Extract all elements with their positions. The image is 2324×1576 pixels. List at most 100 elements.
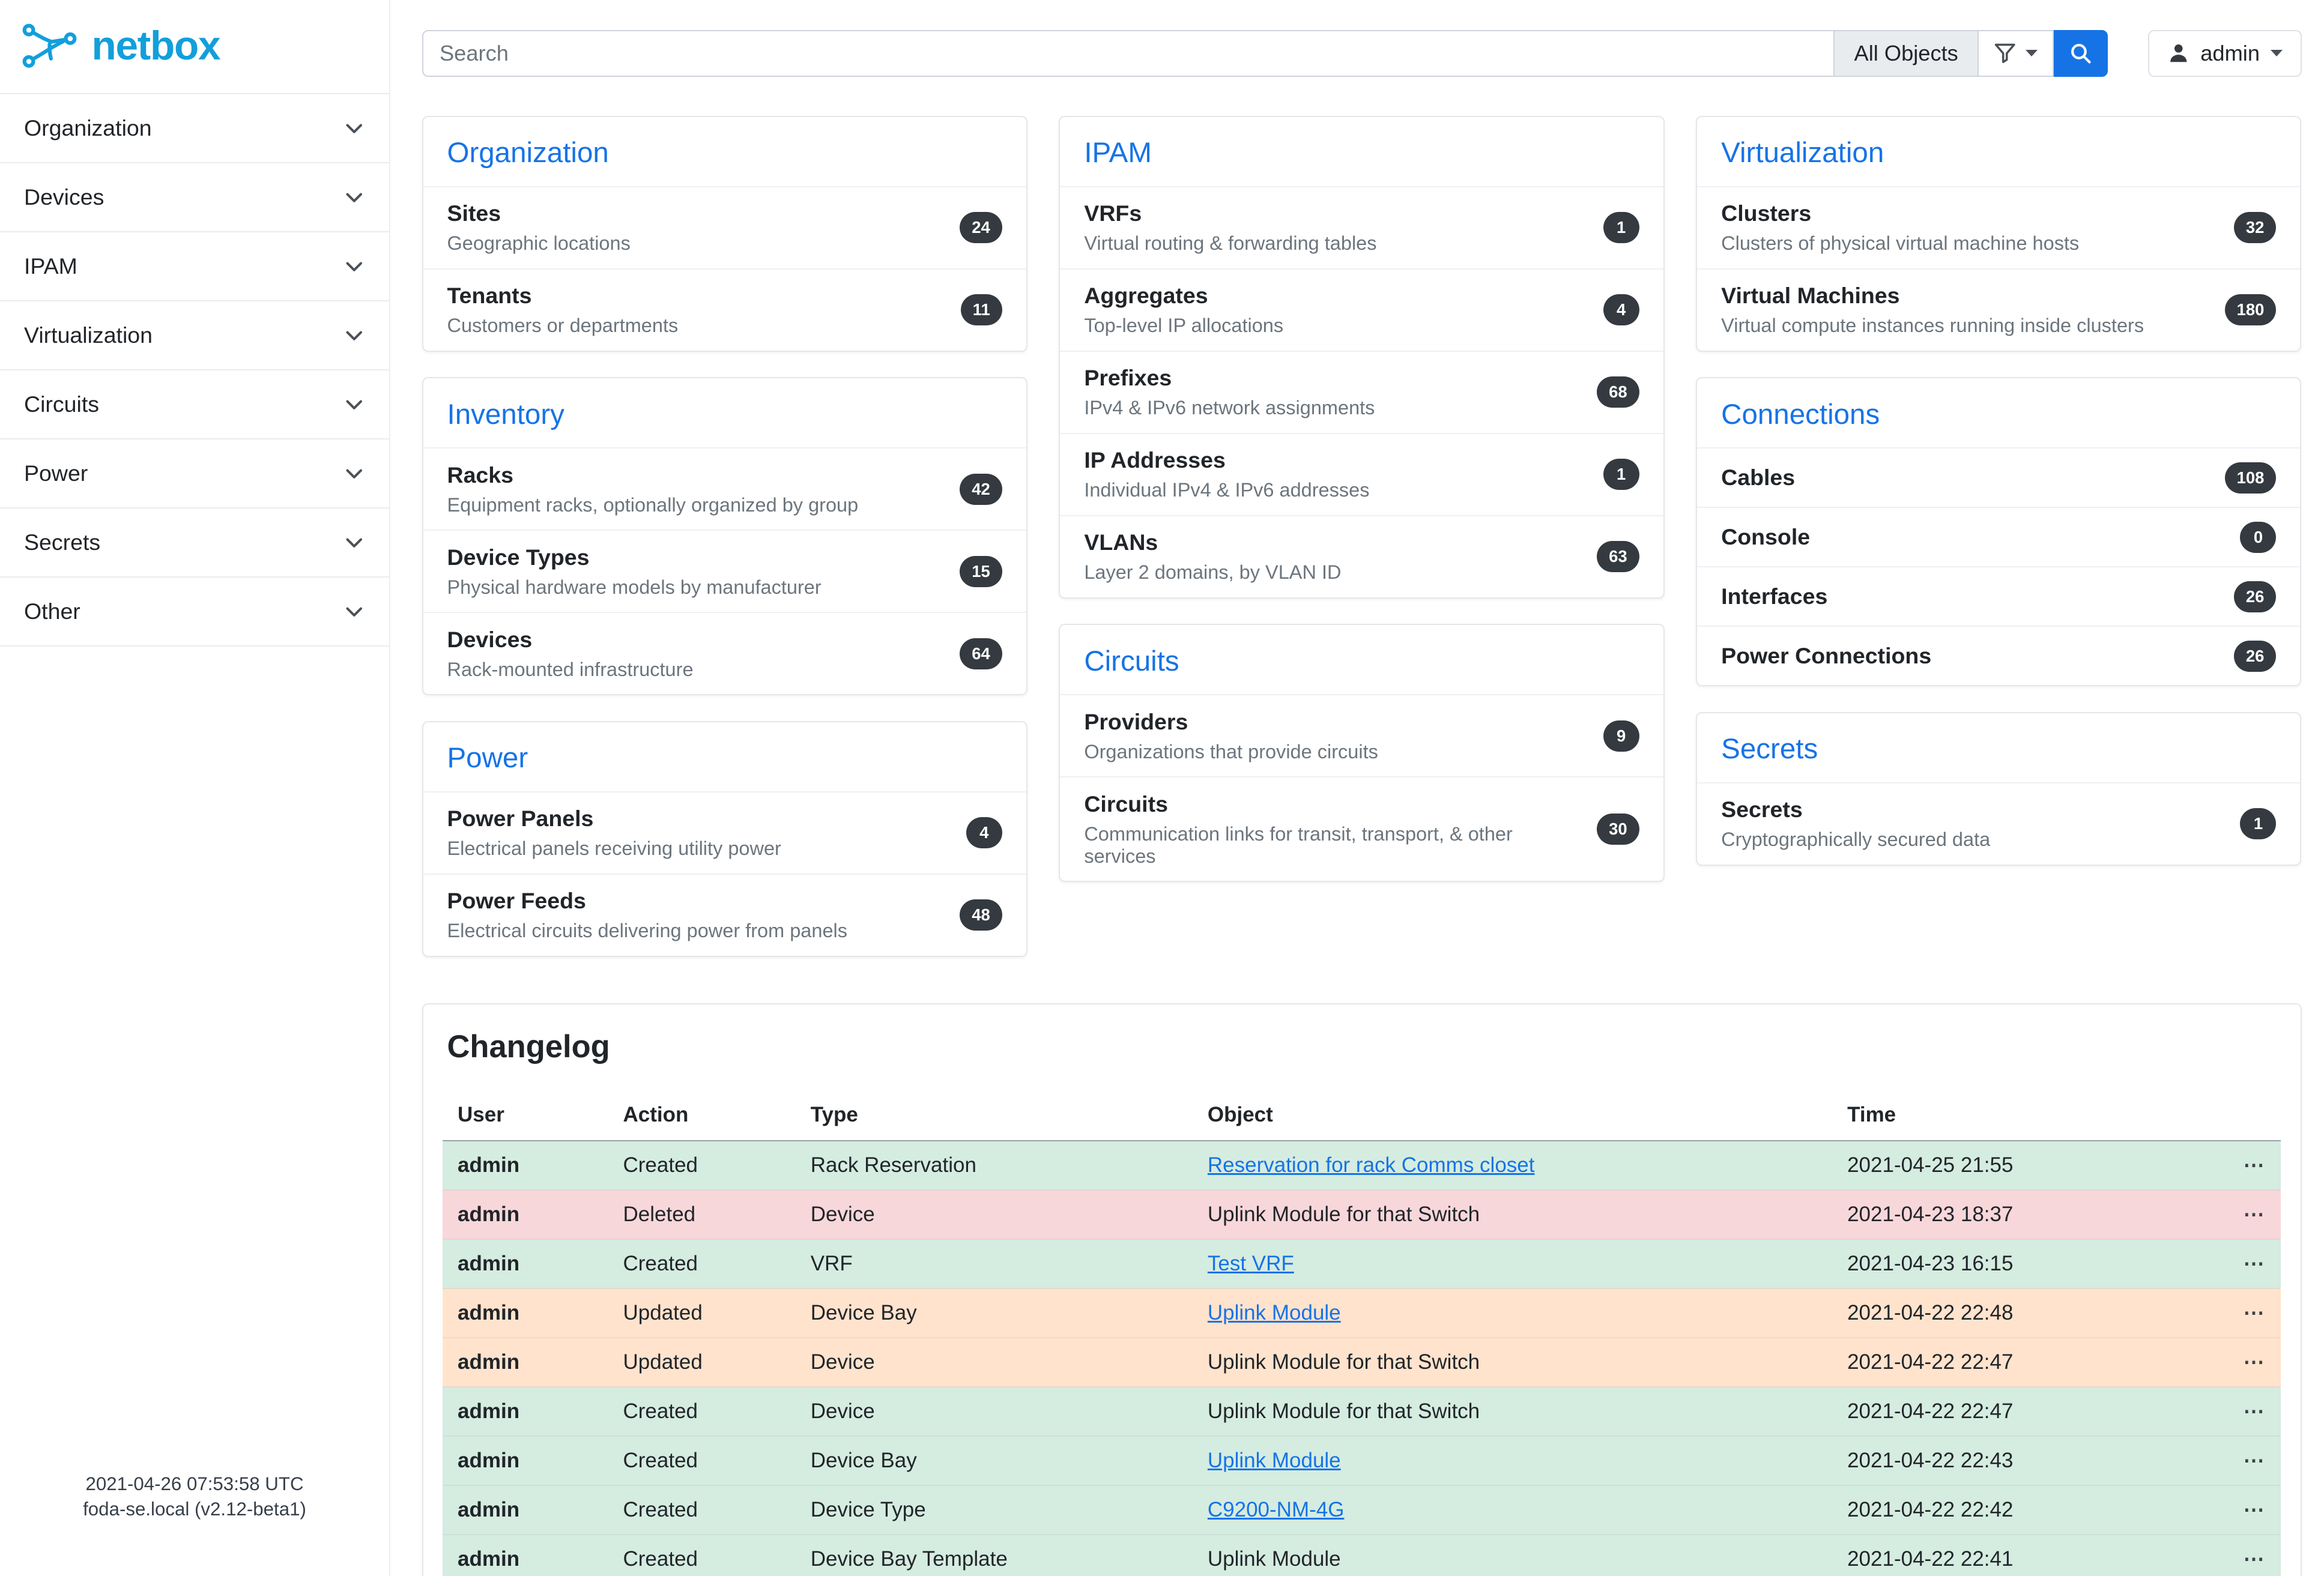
item-name: Device Types bbox=[447, 544, 590, 570]
card-item-clusters[interactable]: Clusters Clusters of physical virtual ma… bbox=[1697, 186, 2301, 268]
item-description: Top-level IP allocations bbox=[1084, 315, 1284, 336]
card-item-devices[interactable]: Devices Rack-mounted infrastructure 64 bbox=[423, 612, 1026, 694]
sidebar-item-virtualization[interactable]: Virtualization bbox=[0, 301, 389, 370]
changelog-row: admin Updated Device Bay Uplink Module 2… bbox=[443, 1288, 2281, 1338]
row-actions[interactable]: ⋯ bbox=[2185, 1436, 2281, 1486]
object-link[interactable]: C9200-NM-4G bbox=[1207, 1498, 1345, 1521]
log-user: admin bbox=[443, 1387, 608, 1437]
item-name: Interfaces bbox=[1721, 584, 1828, 609]
card-item-interfaces[interactable]: Interfaces 26 bbox=[1697, 566, 2301, 626]
search-scope-button[interactable]: All Objects bbox=[1835, 30, 1979, 77]
row-actions[interactable]: ⋯ bbox=[2185, 1387, 2281, 1437]
changelog-row: admin Created Device Uplink Module for t… bbox=[443, 1387, 2281, 1437]
sidebar-nav: Organization Devices IPAM Virtualizati bbox=[0, 93, 389, 647]
user-menu-button[interactable]: admin bbox=[2148, 30, 2302, 77]
card-item-prefixes[interactable]: Prefixes IPv4 & IPv6 network assignments… bbox=[1060, 350, 1663, 433]
card-title[interactable]: Virtualization bbox=[1721, 137, 1884, 169]
item-name: Providers bbox=[1084, 708, 1188, 734]
log-action: Deleted bbox=[608, 1190, 796, 1240]
row-actions[interactable]: ⋯ bbox=[2185, 1338, 2281, 1387]
ellipsis-icon[interactable]: ⋯ bbox=[2243, 1252, 2266, 1275]
card-item-cables[interactable]: Cables 108 bbox=[1697, 447, 2301, 507]
item-description: Organizations that provide circuits bbox=[1084, 740, 1378, 762]
server-host-version: foda-se.local (v2.12-beta1) bbox=[83, 1498, 306, 1520]
card-title[interactable]: Inventory bbox=[447, 398, 564, 430]
item-name: VLANs bbox=[1084, 530, 1158, 555]
card-item-tenants[interactable]: Tenants Customers or departments 11 bbox=[423, 268, 1026, 351]
card-item-secrets[interactable]: Secrets Cryptographically secured data 1 bbox=[1697, 782, 2301, 865]
log-object: C9200-NM-4G bbox=[1192, 1485, 1833, 1535]
sidebar-item-label: Power bbox=[24, 460, 88, 486]
card-item-console[interactable]: Console 0 bbox=[1697, 507, 2301, 566]
card-title[interactable]: IPAM bbox=[1084, 137, 1152, 169]
ellipsis-icon[interactable]: ⋯ bbox=[2243, 1203, 2266, 1226]
search-input[interactable] bbox=[422, 30, 1835, 77]
log-user: admin bbox=[443, 1239, 608, 1289]
card-title[interactable]: Secrets bbox=[1721, 733, 1818, 765]
card-item-circuits[interactable]: Circuits Communication links for transit… bbox=[1060, 776, 1663, 881]
card-title[interactable]: Circuits bbox=[1084, 645, 1179, 677]
item-description: Physical hardware models by manufacturer bbox=[447, 576, 822, 598]
sidebar-item-organization[interactable]: Organization bbox=[0, 94, 389, 163]
object-text: Uplink Module for that Switch bbox=[1207, 1399, 1480, 1423]
card-item-sites[interactable]: Sites Geographic locations 24 bbox=[423, 186, 1026, 268]
ellipsis-icon[interactable]: ⋯ bbox=[2243, 1350, 2266, 1374]
card-item-power-panels[interactable]: Power Panels Electrical panels receiving… bbox=[423, 791, 1026, 874]
card-item-virtual-machines[interactable]: Virtual Machines Virtual compute instanc… bbox=[1697, 268, 2301, 351]
item-description: IPv4 & IPv6 network assignments bbox=[1084, 397, 1375, 418]
log-time: 2021-04-22 22:43 bbox=[1832, 1436, 2185, 1486]
ellipsis-icon[interactable]: ⋯ bbox=[2243, 1547, 2266, 1571]
card-item-power-connections[interactable]: Power Connections 26 bbox=[1697, 626, 2301, 685]
card-item-power-feeds[interactable]: Power Feeds Electrical circuits deliveri… bbox=[423, 873, 1026, 956]
row-actions[interactable]: ⋯ bbox=[2185, 1485, 2281, 1535]
search-submit-button[interactable] bbox=[2053, 30, 2108, 77]
ellipsis-icon[interactable]: ⋯ bbox=[2243, 1399, 2266, 1423]
changelog-row: admin Created Device Bay Template Uplink… bbox=[443, 1535, 2281, 1576]
caret-down-icon bbox=[2270, 50, 2283, 58]
object-link[interactable]: Reservation for rack Comms closet bbox=[1207, 1153, 1535, 1177]
object-link[interactable]: Uplink Module bbox=[1207, 1301, 1341, 1324]
card-title[interactable]: Connections bbox=[1721, 398, 1880, 430]
count-badge: 48 bbox=[960, 899, 1002, 931]
row-actions[interactable]: ⋯ bbox=[2185, 1288, 2281, 1338]
ellipsis-icon[interactable]: ⋯ bbox=[2243, 1449, 2266, 1472]
row-actions[interactable]: ⋯ bbox=[2185, 1141, 2281, 1191]
object-link[interactable]: Uplink Module bbox=[1207, 1449, 1341, 1472]
sidebar-item-circuits[interactable]: Circuits bbox=[0, 370, 389, 439]
sidebar-item-secrets[interactable]: Secrets bbox=[0, 509, 389, 578]
card-item-vlans[interactable]: VLANs Layer 2 domains, by VLAN ID 63 bbox=[1060, 515, 1663, 597]
sidebar-item-power[interactable]: Power bbox=[0, 439, 389, 509]
object-link[interactable]: Test VRF bbox=[1207, 1252, 1294, 1275]
sidebar-item-devices[interactable]: Devices bbox=[0, 163, 389, 232]
card-item-vrfs[interactable]: VRFs Virtual routing & forwarding tables… bbox=[1060, 186, 1663, 268]
sidebar-item-other[interactable]: Other bbox=[0, 578, 389, 647]
sidebar-item-ipam[interactable]: IPAM bbox=[0, 232, 389, 301]
card-item-providers[interactable]: Providers Organizations that provide cir… bbox=[1060, 694, 1663, 776]
ellipsis-icon[interactable]: ⋯ bbox=[2243, 1301, 2266, 1324]
chevron-down-icon bbox=[346, 469, 362, 479]
card-item-racks[interactable]: Racks Equipment racks, optionally organi… bbox=[423, 447, 1026, 530]
netbox-logo-icon bbox=[22, 23, 77, 68]
row-actions[interactable]: ⋯ bbox=[2185, 1239, 2281, 1289]
search-filter-button[interactable] bbox=[1979, 30, 2054, 77]
card-item-aggregates[interactable]: Aggregates Top-level IP allocations 4 bbox=[1060, 268, 1663, 351]
changelog-card: Changelog User Action Type Object Time a… bbox=[422, 1003, 2302, 1576]
search-group: All Objects bbox=[422, 30, 2108, 77]
log-object: Uplink Module bbox=[1192, 1535, 1833, 1576]
card-title[interactable]: Power bbox=[447, 742, 528, 774]
item-description: Cryptographically secured data bbox=[1721, 829, 1991, 850]
col-header-time: Time bbox=[1832, 1089, 2185, 1142]
card-item-ip-addresses[interactable]: IP Addresses Individual IPv4 & IPv6 addr… bbox=[1060, 432, 1663, 515]
card-item-device-types[interactable]: Device Types Physical hardware models by… bbox=[423, 530, 1026, 612]
row-actions[interactable]: ⋯ bbox=[2185, 1190, 2281, 1240]
item-description: Equipment racks, optionally organized by… bbox=[447, 494, 859, 516]
ellipsis-icon[interactable]: ⋯ bbox=[2243, 1498, 2266, 1521]
sidebar-item-label: Circuits bbox=[24, 391, 100, 417]
dashboard-card-connections: Connections Cables 108 bbox=[1696, 377, 2302, 686]
ellipsis-icon[interactable]: ⋯ bbox=[2243, 1153, 2266, 1177]
row-actions[interactable]: ⋯ bbox=[2185, 1535, 2281, 1576]
log-user: admin bbox=[443, 1535, 608, 1576]
netbox-logo[interactable]: netbox bbox=[0, 0, 389, 93]
item-name: Circuits bbox=[1084, 791, 1168, 817]
card-title[interactable]: Organization bbox=[447, 137, 609, 169]
